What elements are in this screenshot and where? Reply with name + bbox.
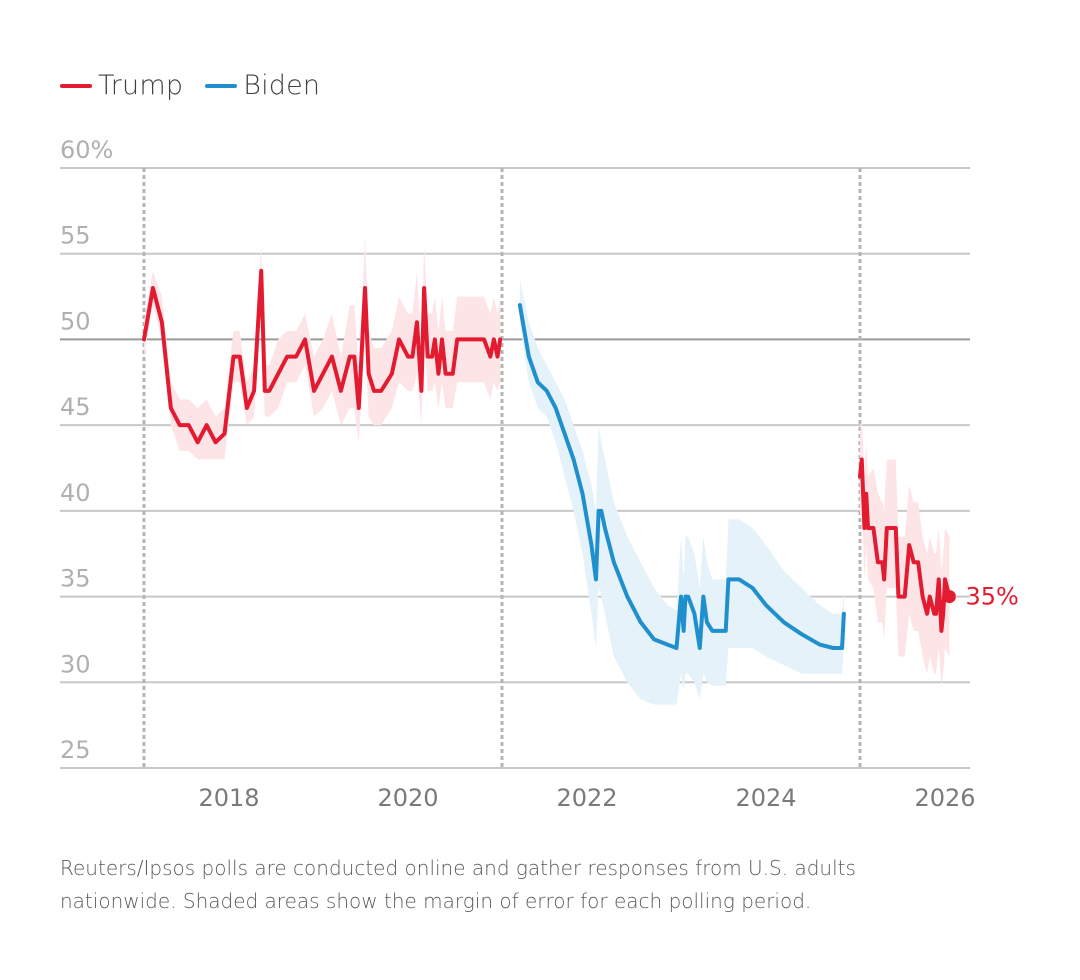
end-marker-dot bbox=[942, 590, 956, 604]
term-boundaries bbox=[142, 168, 862, 768]
legend-swatch-biden bbox=[205, 83, 238, 88]
legend-item-biden[interactable]: Biden bbox=[205, 70, 320, 101]
approval-chart: 60% 55 50 45 40 35 30 25 2018 2020 2022 2024 2026 3… bbox=[60, 136, 1019, 812]
y-tick-label-35: 35 bbox=[60, 565, 91, 593]
series-lines bbox=[141, 268, 952, 650]
x-tick-label-2020: 2020 bbox=[377, 784, 438, 812]
band-trump-second-term bbox=[859, 416, 950, 686]
band-trump-first-term bbox=[143, 236, 501, 460]
x-tick-label-2024: 2024 bbox=[735, 784, 796, 812]
y-tick-label-60: 60% bbox=[60, 136, 113, 164]
line-biden-term bbox=[517, 303, 846, 650]
x-axis-ticks: 2018 2020 2022 2024 2026 bbox=[198, 784, 975, 812]
line-trump-second-term bbox=[857, 457, 952, 633]
x-tick-label-2026: 2026 bbox=[914, 784, 975, 812]
band-biden-term bbox=[519, 279, 844, 705]
end-marker: 35% bbox=[942, 583, 1019, 611]
legend-item-trump[interactable]: Trump bbox=[60, 70, 183, 101]
y-tick-label-25: 25 bbox=[60, 736, 91, 764]
y-axis-ticks: 60% 55 50 45 40 35 30 25 bbox=[60, 136, 113, 764]
legend: Trump Biden bbox=[60, 70, 320, 101]
footnote: Reuters/Ipsos polls are conducted online… bbox=[60, 856, 856, 913]
y-tick-label-45: 45 bbox=[60, 393, 91, 421]
end-label: 35% bbox=[965, 583, 1018, 611]
legend-swatch-trump bbox=[60, 83, 92, 88]
line-trump-first-term bbox=[141, 268, 503, 445]
x-tick-label-2022: 2022 bbox=[556, 784, 617, 812]
y-tick-label-50: 50 bbox=[60, 307, 91, 335]
x-tick-label-2018: 2018 bbox=[198, 784, 259, 812]
legend-label-biden: Biden bbox=[243, 70, 321, 101]
y-tick-label-30: 30 bbox=[60, 650, 91, 678]
y-tick-label-55: 55 bbox=[60, 222, 91, 250]
legend-label-trump: Trump bbox=[98, 70, 184, 101]
gridlines bbox=[60, 167, 970, 769]
y-tick-label-40: 40 bbox=[60, 479, 91, 507]
margin-of-error-bands bbox=[143, 236, 950, 705]
